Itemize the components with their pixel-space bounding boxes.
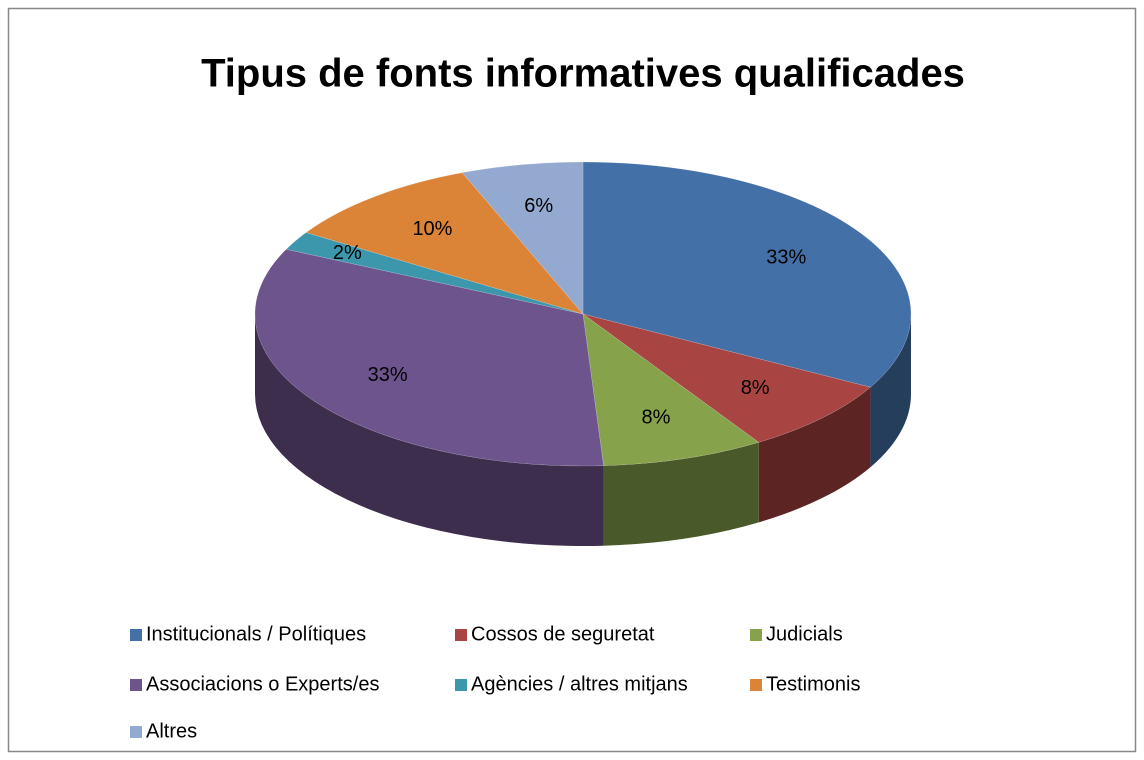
slice-top [582, 313, 871, 443]
slice [461, 161, 584, 315]
slice-top [582, 161, 912, 388]
slice [285, 232, 584, 315]
data-label: 33% [766, 247, 806, 269]
slice-top [285, 232, 584, 315]
slice [582, 313, 760, 546]
slice-top [254, 249, 604, 467]
slice-top [305, 172, 584, 315]
legend-label: Institucionals / Polítiques [146, 623, 366, 645]
data-label: 8% [642, 406, 671, 428]
legend-swatch [130, 629, 142, 641]
data-label: 10% [412, 218, 452, 240]
legend-swatch [455, 679, 467, 691]
slice [582, 313, 871, 523]
data-label: 2% [333, 242, 362, 264]
slice-side [870, 314, 911, 468]
legend-swatch [130, 726, 142, 738]
slice [582, 161, 912, 468]
slice-top [461, 161, 584, 315]
legend-label: Agències / altres mitjans [471, 673, 688, 695]
chart-title: Tipus de fonts informatives qualificades [201, 52, 965, 96]
slice-side [255, 314, 604, 546]
slice-side [603, 442, 759, 546]
legend-swatch [750, 629, 762, 641]
data-label: 8% [741, 377, 770, 399]
legend-swatch [130, 679, 142, 691]
data-label: 6% [524, 195, 553, 217]
legend-swatch [455, 629, 467, 641]
slice [254, 249, 604, 546]
legend-label: Associacions o Experts/es [146, 673, 379, 695]
legend-label: Judicials [766, 623, 843, 645]
slice-top [582, 313, 760, 466]
legend-label: Cossos de seguretat [471, 623, 655, 645]
legend-label: Altres [146, 720, 197, 742]
data-label: 33% [368, 364, 408, 386]
slice-side [758, 387, 871, 523]
slice [305, 172, 584, 315]
legend-swatch [750, 679, 762, 691]
legend-label: Testimonis [766, 673, 860, 695]
